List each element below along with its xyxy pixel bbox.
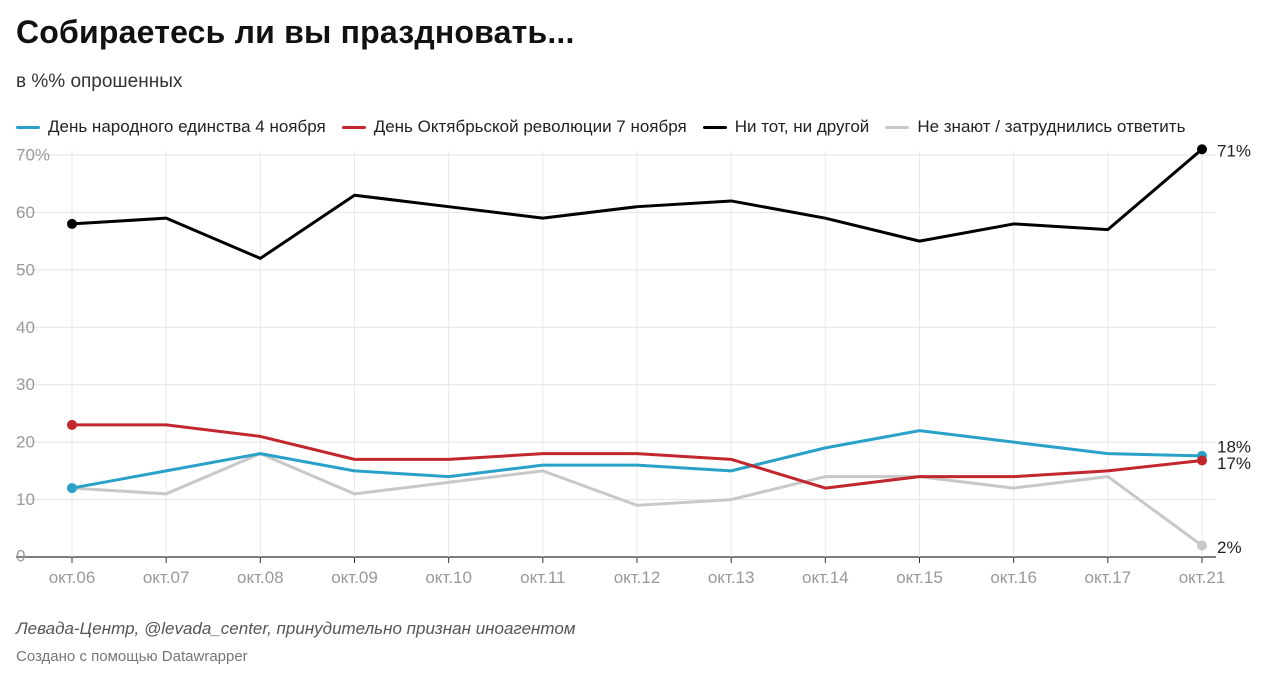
- chart-legend: День народного единства 4 ноября День Ок…: [16, 117, 1201, 137]
- x-tick-label: окт.21: [1179, 568, 1226, 587]
- series-line-0: [70, 429, 1204, 490]
- legend-label-unity-day: День народного единства 4 ноября: [48, 117, 326, 136]
- x-tick-label: окт.13: [708, 568, 755, 587]
- end-value-label: 18%: [1217, 437, 1251, 456]
- chart-subtitle: в %% опрошенных: [16, 71, 183, 92]
- legend-item-revolution-day: День Октябрьской революции 7 ноября: [341, 117, 687, 137]
- series-point-2: [1197, 144, 1207, 155]
- series-line-2: [70, 147, 1204, 260]
- y-tick-label: 10: [16, 490, 35, 509]
- series-point-1: [67, 419, 77, 430]
- y-tick-label: 50: [16, 260, 35, 279]
- credit-note: Создано с помощью Datawrapper: [16, 648, 248, 665]
- y-tick-label: 60: [16, 203, 35, 222]
- x-tick-label: окт.15: [896, 568, 943, 587]
- legend-swatch-dont-know: [885, 125, 910, 129]
- end-value-label: 17%: [1217, 454, 1251, 473]
- x-tick-label: окт.06: [49, 568, 96, 587]
- x-tick-label: окт.10: [425, 568, 472, 587]
- series-point-3: [1197, 540, 1207, 551]
- legend-label-neither: Ни тот, ни другой: [734, 117, 870, 136]
- y-tick-label: 40: [16, 318, 35, 337]
- y-tick-label: 30: [16, 375, 35, 394]
- series-point-0: [67, 483, 77, 494]
- end-value-label: 71%: [1217, 142, 1251, 161]
- end-value-label: 2%: [1217, 538, 1242, 557]
- source-note: Левада-Центр, @levada_center, принудител…: [16, 619, 576, 638]
- y-tick-label: 70%: [16, 145, 50, 164]
- x-tick-label: окт.16: [990, 568, 1037, 587]
- legend-swatch-unity-day: [16, 125, 40, 129]
- x-tick-label: окт.08: [237, 568, 284, 587]
- x-tick-label: окт.17: [1085, 568, 1132, 587]
- legend-label-dont-know: Не знают / затруднились ответить: [917, 117, 1186, 136]
- x-tick-label: окт.07: [143, 568, 190, 587]
- legend-swatch-neither: [702, 125, 727, 129]
- x-tick-label: окт.12: [614, 568, 661, 587]
- line-chart: 0 10 20 30 40 50 60 70% окт.06 окт.07 окт.08 окт.09…: [16, 142, 1251, 587]
- x-tick-label: окт.14: [802, 568, 849, 587]
- legend-item-unity-day: День народного единства 4 ноября: [16, 117, 326, 137]
- y-tick-label: 0: [16, 546, 25, 565]
- legend-label-revolution-day: День Октябрьской революции 7 ноября: [373, 117, 687, 136]
- y-tick-label: 20: [16, 433, 35, 452]
- legend-swatch-revolution-day: [341, 125, 366, 129]
- x-tick-label: окт.09: [331, 568, 378, 587]
- legend-item-neither: Ни тот, ни другой: [702, 117, 870, 137]
- series-point-2: [67, 218, 77, 229]
- legend-item-dont-know: Не знают / затруднились ответить: [885, 117, 1185, 137]
- chart-title: Собираетесь ли вы праздновать...: [16, 14, 575, 50]
- x-tick-label: окт.11: [520, 568, 565, 587]
- series-point-1: [1197, 455, 1207, 466]
- series-line-1: [70, 423, 1204, 490]
